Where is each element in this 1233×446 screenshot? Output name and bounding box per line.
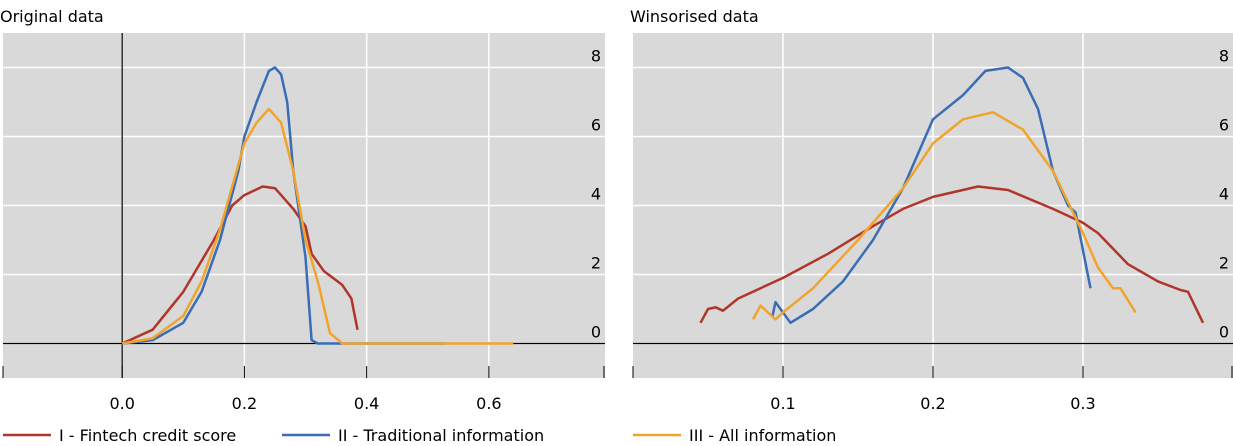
y-tick-label: 6	[1219, 116, 1229, 135]
y-tick-label: 4	[1219, 185, 1229, 204]
y-tick-label: 2	[591, 254, 601, 273]
series-line	[121, 107, 514, 345]
x-tick-label: 0.2	[232, 394, 257, 413]
legend-label: I - Fintech credit score	[59, 426, 236, 445]
x-tick-label: 0.3	[1070, 394, 1095, 413]
y-tick-label: 0	[591, 323, 601, 342]
x-tick-label: 0.4	[354, 394, 379, 413]
panel-title: Original data	[0, 7, 104, 26]
y-tick-label: 8	[1219, 47, 1229, 66]
y-tick-label: 6	[591, 116, 601, 135]
y-tick-label: 8	[591, 47, 601, 66]
x-tick-label: 0.2	[920, 394, 945, 413]
x-tick-label: 0.1	[770, 394, 795, 413]
x-tick-label: 0.6	[476, 394, 501, 413]
series-line	[122, 66, 447, 345]
series-line	[121, 185, 359, 345]
y-tick-label: 4	[591, 185, 601, 204]
y-tick-label: 2	[1219, 254, 1229, 273]
series-line	[699, 185, 1205, 324]
y-tick-label: 0	[1219, 323, 1229, 342]
series-line	[751, 111, 1137, 321]
legend-label: III - All information	[689, 426, 836, 445]
panel-title: Winsorised data	[630, 7, 759, 26]
x-tick-label: 0.0	[109, 394, 134, 413]
legend-label: II - Traditional information	[338, 426, 544, 445]
